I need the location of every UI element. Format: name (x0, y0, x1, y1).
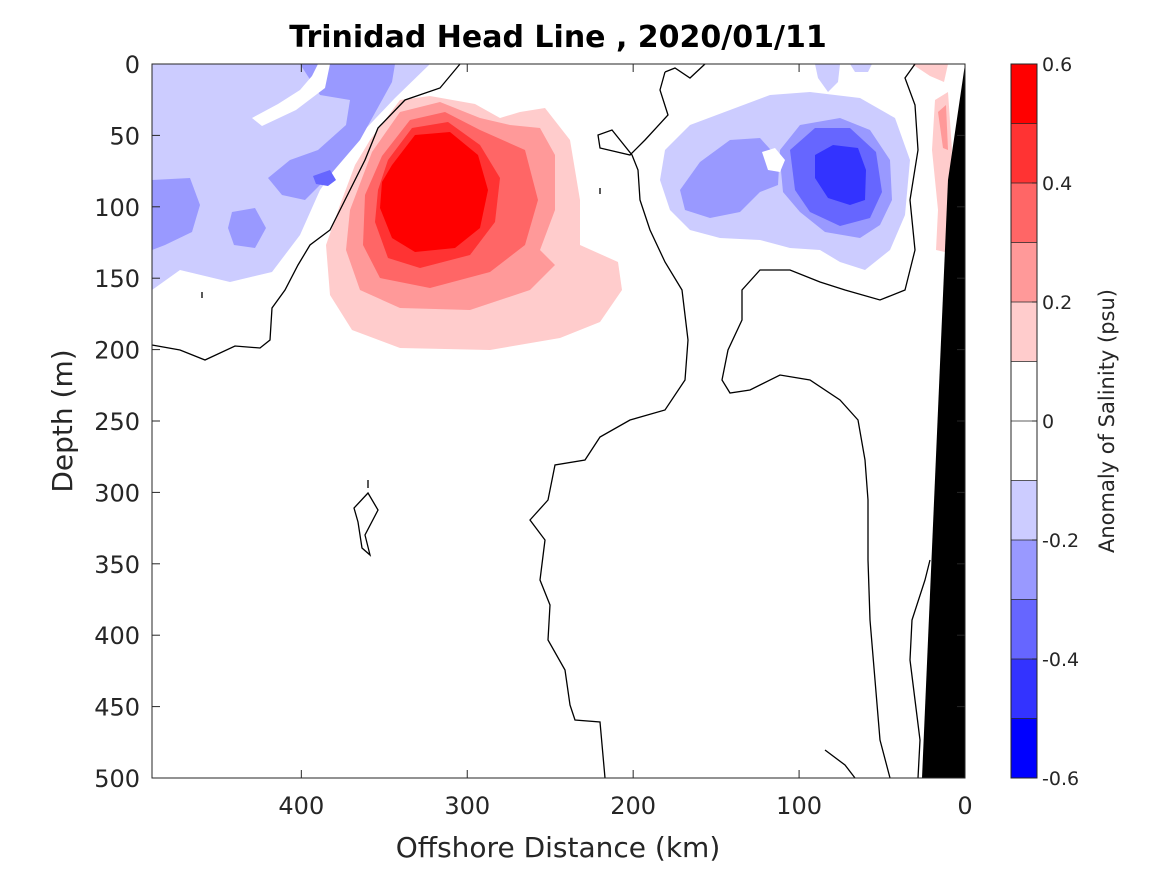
chart-title: Trinidad Head Line , 2020/01/11 (289, 20, 826, 55)
contour-fill-neg-0.1-right-top (815, 64, 840, 92)
bathymetry-seafloor (922, 64, 965, 778)
contour-fill-pos-0.1-coast-a (912, 64, 948, 82)
x-tick-label: 200 (610, 792, 656, 820)
axis-ticks (152, 63, 966, 779)
contour-line-zero-a (151, 63, 461, 361)
y-tick-label: 200 (94, 337, 140, 365)
colorbar-segment (1011, 421, 1037, 481)
contour-fill-pos-0.5 (380, 132, 488, 252)
colorbar-segment (1011, 659, 1037, 719)
contour-fill-zero-left-gap (252, 64, 330, 126)
colorbar-segment (1011, 361, 1037, 421)
contour-fill-zero-right-gap (762, 148, 785, 172)
x-tick-label: 100 (776, 792, 822, 820)
colorbar-segment (1011, 599, 1037, 659)
y-tick-label: 50 (109, 122, 140, 150)
contour-line-zero-b (529, 71, 689, 779)
y-tick-label: 0 (125, 51, 140, 79)
colorbar-tick-label: 0.6 (1042, 54, 1072, 76)
x-tick-label: 300 (444, 792, 490, 820)
y-tick-labels: 0 50 100 150 200 250 300 350 400 450 500 (94, 51, 140, 793)
contour-fill-neg-0.4-right (815, 145, 866, 205)
contour-line-zero-e (824, 749, 856, 779)
colorbar-tick-label: 0.2 (1042, 292, 1072, 314)
colorbar (1011, 63, 1037, 779)
colorbar-tick-label: 0 (1042, 411, 1054, 433)
zero-contour-lines (151, 63, 931, 779)
colorbar-segment (1011, 64, 1037, 124)
colorbar-tick-label: -0.4 (1042, 649, 1079, 671)
colorbar-segment (1011, 123, 1037, 183)
y-tick-label: 150 (94, 265, 140, 293)
contour-line-zero-d (721, 63, 919, 779)
contour-line-zero-c (664, 63, 706, 79)
colorbar-tick-label: -0.2 (1042, 530, 1079, 552)
contour-fill-neg-0.2-left-b (152, 178, 200, 250)
colorbar-segment (1011, 183, 1037, 243)
contour-fill-neg-0.1-right-top-b (850, 64, 872, 72)
contour-fills (152, 64, 952, 350)
colorbar-title: Anomaly of Salinity (psu) (1095, 289, 1119, 553)
y-tick-label: 500 (94, 765, 140, 793)
contour-line-zero-h (201, 188, 601, 298)
colorbar-frame (1010, 63, 1038, 779)
contour-fill-pos-0.2-coast (938, 105, 948, 150)
x-axis-label: Offshore Distance (km) (396, 831, 721, 864)
x-tick-labels: 400 300 200 100 0 (278, 792, 972, 820)
y-tick-label: 250 (94, 408, 140, 436)
contour-fill-neg-0.2-left-c (228, 208, 266, 248)
y-tick-label: 400 (94, 622, 140, 650)
colorbar-tick-label: 0.4 (1042, 173, 1072, 195)
colorbar-tick-label: -0.6 (1042, 768, 1079, 790)
colorbar-segment (1011, 302, 1037, 362)
colorbar-segment (1011, 480, 1037, 540)
contour-line-zero-f (909, 559, 931, 779)
x-tick-label: 0 (957, 792, 972, 820)
contour-fill-neg-0.2-left-a (268, 64, 395, 200)
y-axis-label: Depth (m) (46, 349, 79, 492)
y-tick-label: 350 (94, 551, 140, 579)
colorbar-segment (1011, 718, 1037, 778)
y-tick-label: 100 (94, 194, 140, 222)
contour-line-zero-g (353, 480, 379, 557)
colorbar-segment (1011, 242, 1037, 302)
colorbar-segment (1011, 540, 1037, 600)
y-tick-label: 450 (94, 694, 140, 722)
x-tick-label: 400 (278, 792, 324, 820)
contour-fill-neg-0.3-left (313, 170, 336, 186)
y-tick-label: 300 (94, 479, 140, 507)
colorbar-tick-labels: 0.6 0.4 0.2 0 -0.2 -0.4 -0.6 (1042, 54, 1079, 790)
